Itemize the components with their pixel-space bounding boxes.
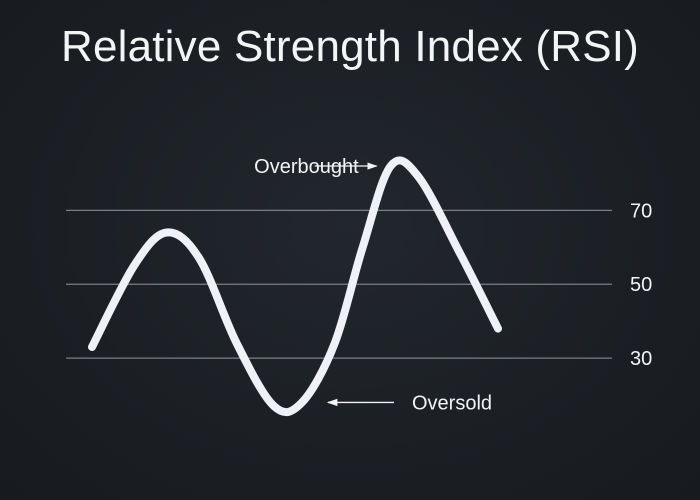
y-tick-label-30: 30 [630,348,652,370]
y-tick-label-50: 50 [630,274,652,296]
chart-title: Relative Strength Index (RSI) [60,22,640,71]
overbought-label: Overbought [254,156,359,178]
oversold-label: Oversold [412,392,492,414]
y-tick-label-70: 70 [630,200,652,222]
rsi-series-line [88,156,502,417]
